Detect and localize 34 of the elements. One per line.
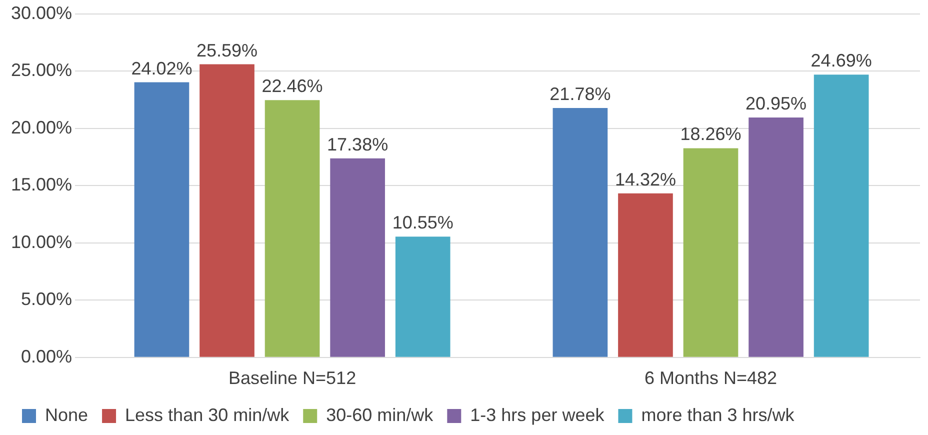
y-tick-label: 15.00% <box>10 174 72 195</box>
data-label: 20.95% <box>746 93 807 114</box>
legend-label: 1-3 hrs per week <box>470 404 606 425</box>
data-label: 22.46% <box>262 76 323 96</box>
x-tick-label: Baseline N=512 <box>228 368 356 388</box>
data-label: 24.02% <box>131 58 192 78</box>
y-tick-label: 5.00% <box>21 289 72 310</box>
legend-label: 30-60 min/wk <box>326 404 434 425</box>
data-label: 17.38% <box>327 134 388 154</box>
bar <box>395 236 450 357</box>
bar <box>552 108 608 357</box>
x-tick-label: 6 Months N=482 <box>644 368 778 388</box>
y-tick-label: 10.00% <box>10 232 72 252</box>
bar <box>264 100 320 357</box>
legend-label: None <box>45 404 88 425</box>
data-label: 14.32% <box>614 169 676 190</box>
bar <box>200 64 254 357</box>
data-label: 25.59% <box>196 40 258 60</box>
data-label: 21.78% <box>550 84 611 104</box>
y-tick-label: 0.00% <box>21 346 72 366</box>
data-label: 24.69% <box>810 50 872 71</box>
data-label: 10.55% <box>392 212 454 233</box>
y-tick-label: 30.00% <box>10 2 72 23</box>
bar <box>134 82 190 357</box>
bar <box>748 117 804 357</box>
y-tick-label: 20.00% <box>10 117 72 138</box>
data-label: 18.26% <box>680 124 742 144</box>
bar <box>683 148 738 357</box>
y-tick-label: 25.00% <box>10 60 72 80</box>
bar <box>814 74 869 357</box>
legend-label: more than 3 hrs/wk <box>641 404 796 425</box>
bar <box>618 193 673 357</box>
bar <box>330 158 385 357</box>
legend-label: Less than 30 min/wk <box>125 404 290 425</box>
